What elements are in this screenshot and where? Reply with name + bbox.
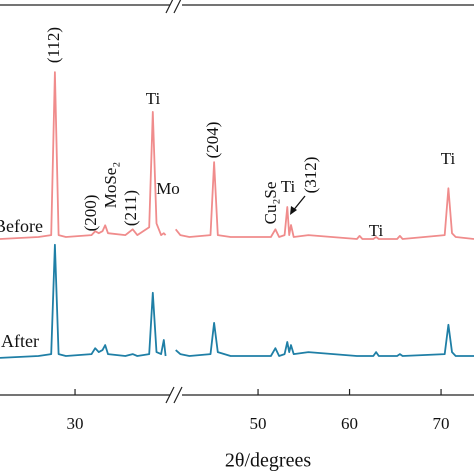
peak-label: (112)	[44, 27, 63, 63]
peak-label: (200)	[81, 195, 100, 232]
peak-label: Cu₂Se	[261, 182, 280, 225]
x-tick-label: 30	[67, 414, 84, 433]
line-series	[0, 71, 474, 240]
peak-label: (211)	[121, 190, 140, 226]
x-tick-label: 60	[341, 414, 358, 433]
peak-label: Ti	[281, 177, 296, 196]
x-tick-label: 50	[250, 414, 267, 433]
peak-label: (312)	[301, 157, 320, 194]
series-label: After	[1, 331, 39, 351]
peak-label: Ti	[369, 221, 384, 240]
peak-label: Mo	[156, 179, 180, 198]
peak-label: MoSe₂	[101, 162, 120, 209]
line-series	[0, 243, 474, 359]
arrow-head	[290, 206, 297, 215]
peak-label: Ti	[146, 89, 161, 108]
series-label: Before	[0, 216, 43, 236]
axis-break	[165, 0, 183, 404]
x-tick-label: 70	[433, 414, 450, 433]
x-axis-label: 2θ/degrees	[225, 450, 311, 472]
peak-label: (204)	[203, 122, 222, 159]
peak-label: Ti	[441, 149, 456, 168]
